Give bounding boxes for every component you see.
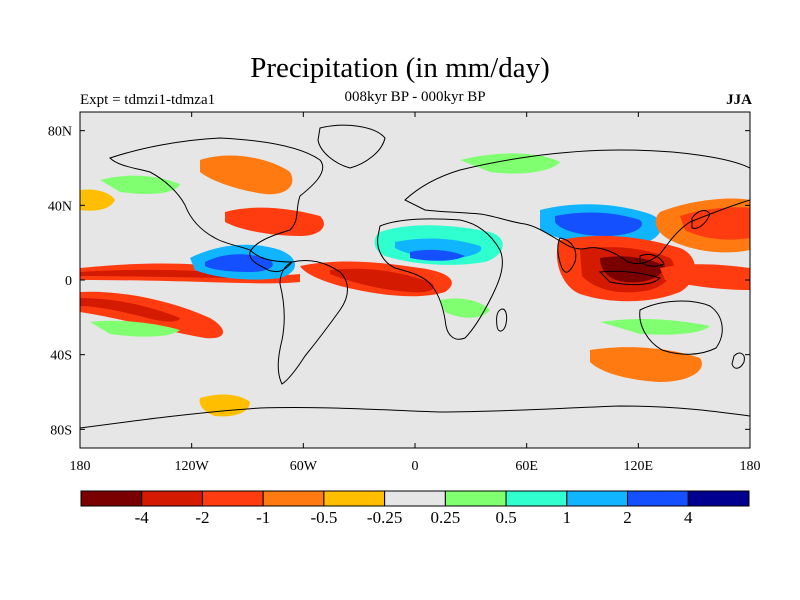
australia-outline xyxy=(639,300,723,355)
colorbar: -4 -2 -1 -0.5 -0.25 0.25 0.5 1 2 4 xyxy=(80,490,750,527)
eurasia-outline xyxy=(404,149,750,265)
anomaly-south-africa-wet xyxy=(440,298,490,318)
colorbar-label: 2 xyxy=(623,508,632,527)
lon-tick-label: 60W xyxy=(290,459,318,474)
anomaly-west-pacific-band xyxy=(660,264,750,290)
lat-tick-label: 80N xyxy=(48,125,72,140)
lon-tick-label: 180 xyxy=(70,459,91,474)
colorbar-swatch xyxy=(505,490,568,507)
anomaly-north-pacific-wet xyxy=(100,175,180,194)
colorbar-swatch xyxy=(262,490,325,507)
colorbar-label: 0.5 xyxy=(495,508,516,527)
colorbar-swatch xyxy=(444,490,507,507)
colorbar-swatch xyxy=(80,490,143,507)
anomaly-south-indian-wet xyxy=(600,319,710,335)
colorbar-label: -2 xyxy=(195,508,209,527)
indonesia-outline xyxy=(598,270,661,286)
colorbar-swatch xyxy=(627,490,689,507)
lon-tick-label: 120E xyxy=(624,459,654,474)
coastlines xyxy=(80,124,750,429)
period-label: 008kyr BP - 000kyr BP xyxy=(344,89,486,105)
colorbar-label: 0.25 xyxy=(430,508,460,527)
anomaly-south-pacific-wet xyxy=(90,320,180,337)
lat-tick-label: 40N xyxy=(48,199,72,214)
japan-outline xyxy=(691,210,711,229)
experiment-label: Expt = tdmzi1-tdmza1 xyxy=(80,92,216,108)
borneo-outline xyxy=(639,253,665,267)
season-label: JJA xyxy=(726,92,752,108)
north-america-outline xyxy=(109,137,323,273)
colorbar-swatch xyxy=(323,490,386,507)
lat-tick-label: 80S xyxy=(50,423,72,438)
longitude-axis: 180 120W 60W 0 60E 120E 180 xyxy=(70,112,761,474)
colorbar-swatch xyxy=(141,490,203,507)
anomaly-south-pacific-high xyxy=(199,394,250,417)
chart-title: Precipitation (in mm/day) xyxy=(250,52,550,84)
anomaly-maritime-peak xyxy=(600,256,665,283)
madagascar-outline xyxy=(496,308,508,332)
anomaly-atlantic-itcz-core xyxy=(330,268,434,293)
colorbar-label: -1 xyxy=(256,508,270,527)
anomaly-south-pacific-core xyxy=(80,298,180,322)
colorbar-label: 1 xyxy=(563,508,572,527)
africa-outline xyxy=(377,218,503,340)
latitude-axis: 80N 40N 0 40S 80S xyxy=(48,125,750,438)
colorbar-label: -0.25 xyxy=(367,508,402,527)
anomaly-west-africa-peak xyxy=(410,249,465,261)
colorbar-swatch xyxy=(384,490,446,507)
lat-tick-label: 40S xyxy=(50,349,72,364)
new-zealand-outline xyxy=(731,352,745,369)
south-america-outline xyxy=(277,259,348,385)
anomaly-dateline-north xyxy=(80,189,115,211)
greenland-outline xyxy=(317,124,386,169)
anomaly-canada xyxy=(200,155,293,195)
colorbar-label: -4 xyxy=(135,508,150,527)
colorbar-swatch xyxy=(201,490,264,507)
anomaly-siberia-wet xyxy=(460,153,560,174)
colorbar-swatch xyxy=(566,490,629,507)
anomaly-east-pacific-core xyxy=(80,269,240,278)
anomaly-south-indian xyxy=(590,347,702,382)
colorbar-label: -0.5 xyxy=(310,508,337,527)
lon-tick-label: 180 xyxy=(740,459,761,474)
anomaly-nw-pacific-core xyxy=(680,207,750,240)
colorbar-swatch xyxy=(687,490,750,507)
india-outline xyxy=(557,237,577,273)
anomaly-indian-monsoon-core xyxy=(555,212,642,236)
antarctica-outline xyxy=(80,405,750,429)
colorbar-label: 4 xyxy=(684,508,693,527)
anomaly-central-america-core xyxy=(205,254,273,272)
anomaly-north-atlantic xyxy=(225,207,324,236)
lon-tick-label: 120W xyxy=(175,459,210,474)
anomaly-fields xyxy=(80,153,750,417)
lon-tick-label: 0 xyxy=(412,459,419,474)
lon-tick-label: 60E xyxy=(515,459,538,474)
lat-tick-label: 0 xyxy=(65,274,72,289)
